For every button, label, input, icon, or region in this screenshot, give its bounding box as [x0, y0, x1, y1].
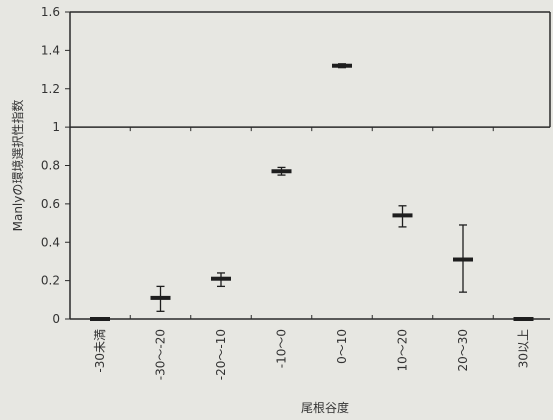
x-tick-label: 30以上	[517, 329, 531, 368]
y-tick-label: 0	[52, 312, 60, 326]
mean-marker	[150, 295, 171, 300]
x-tick-label: 10～20	[396, 329, 410, 372]
mean-marker	[271, 169, 292, 174]
x-tick-label: -30～-20	[154, 329, 168, 380]
axes	[69, 11, 551, 320]
y-tick-label: 0.2	[41, 274, 60, 288]
y-axis-title: Manlyの環境選択性指数	[10, 100, 25, 232]
tick-labels: 0 0.2 0.4 0.6 0.8 1 1.2 1.4 1.6 -30未満 -30～-20 -20～-…	[41, 5, 531, 380]
mean-marker	[453, 257, 473, 262]
y-tick-label: 1.6	[41, 5, 60, 19]
y-tick-label: 1.4	[41, 43, 60, 57]
mean-marker	[90, 317, 110, 321]
x-tick-label: 0～10	[335, 329, 349, 364]
mean-marker	[392, 213, 413, 218]
y-tick-label: 0.6	[41, 197, 60, 211]
mean-marker	[211, 276, 231, 281]
x-axis-title: 尾根谷度	[301, 400, 349, 415]
x-tick-label: -10～0	[275, 329, 289, 368]
y-tick-label: 0.4	[41, 235, 60, 249]
y-tick-label: 1.2	[41, 82, 60, 96]
x-tick-label: 20～30	[456, 329, 470, 372]
x-tick-label: -20～-10	[214, 329, 228, 380]
ticks	[65, 11, 494, 320]
data-marks	[90, 63, 534, 321]
y-tick-label: 1	[52, 120, 60, 134]
x-tick-label: -30未満	[93, 329, 107, 373]
mean-marker	[332, 63, 352, 68]
y-tick-label: 0.8	[41, 159, 60, 173]
mean-marker	[513, 317, 534, 321]
